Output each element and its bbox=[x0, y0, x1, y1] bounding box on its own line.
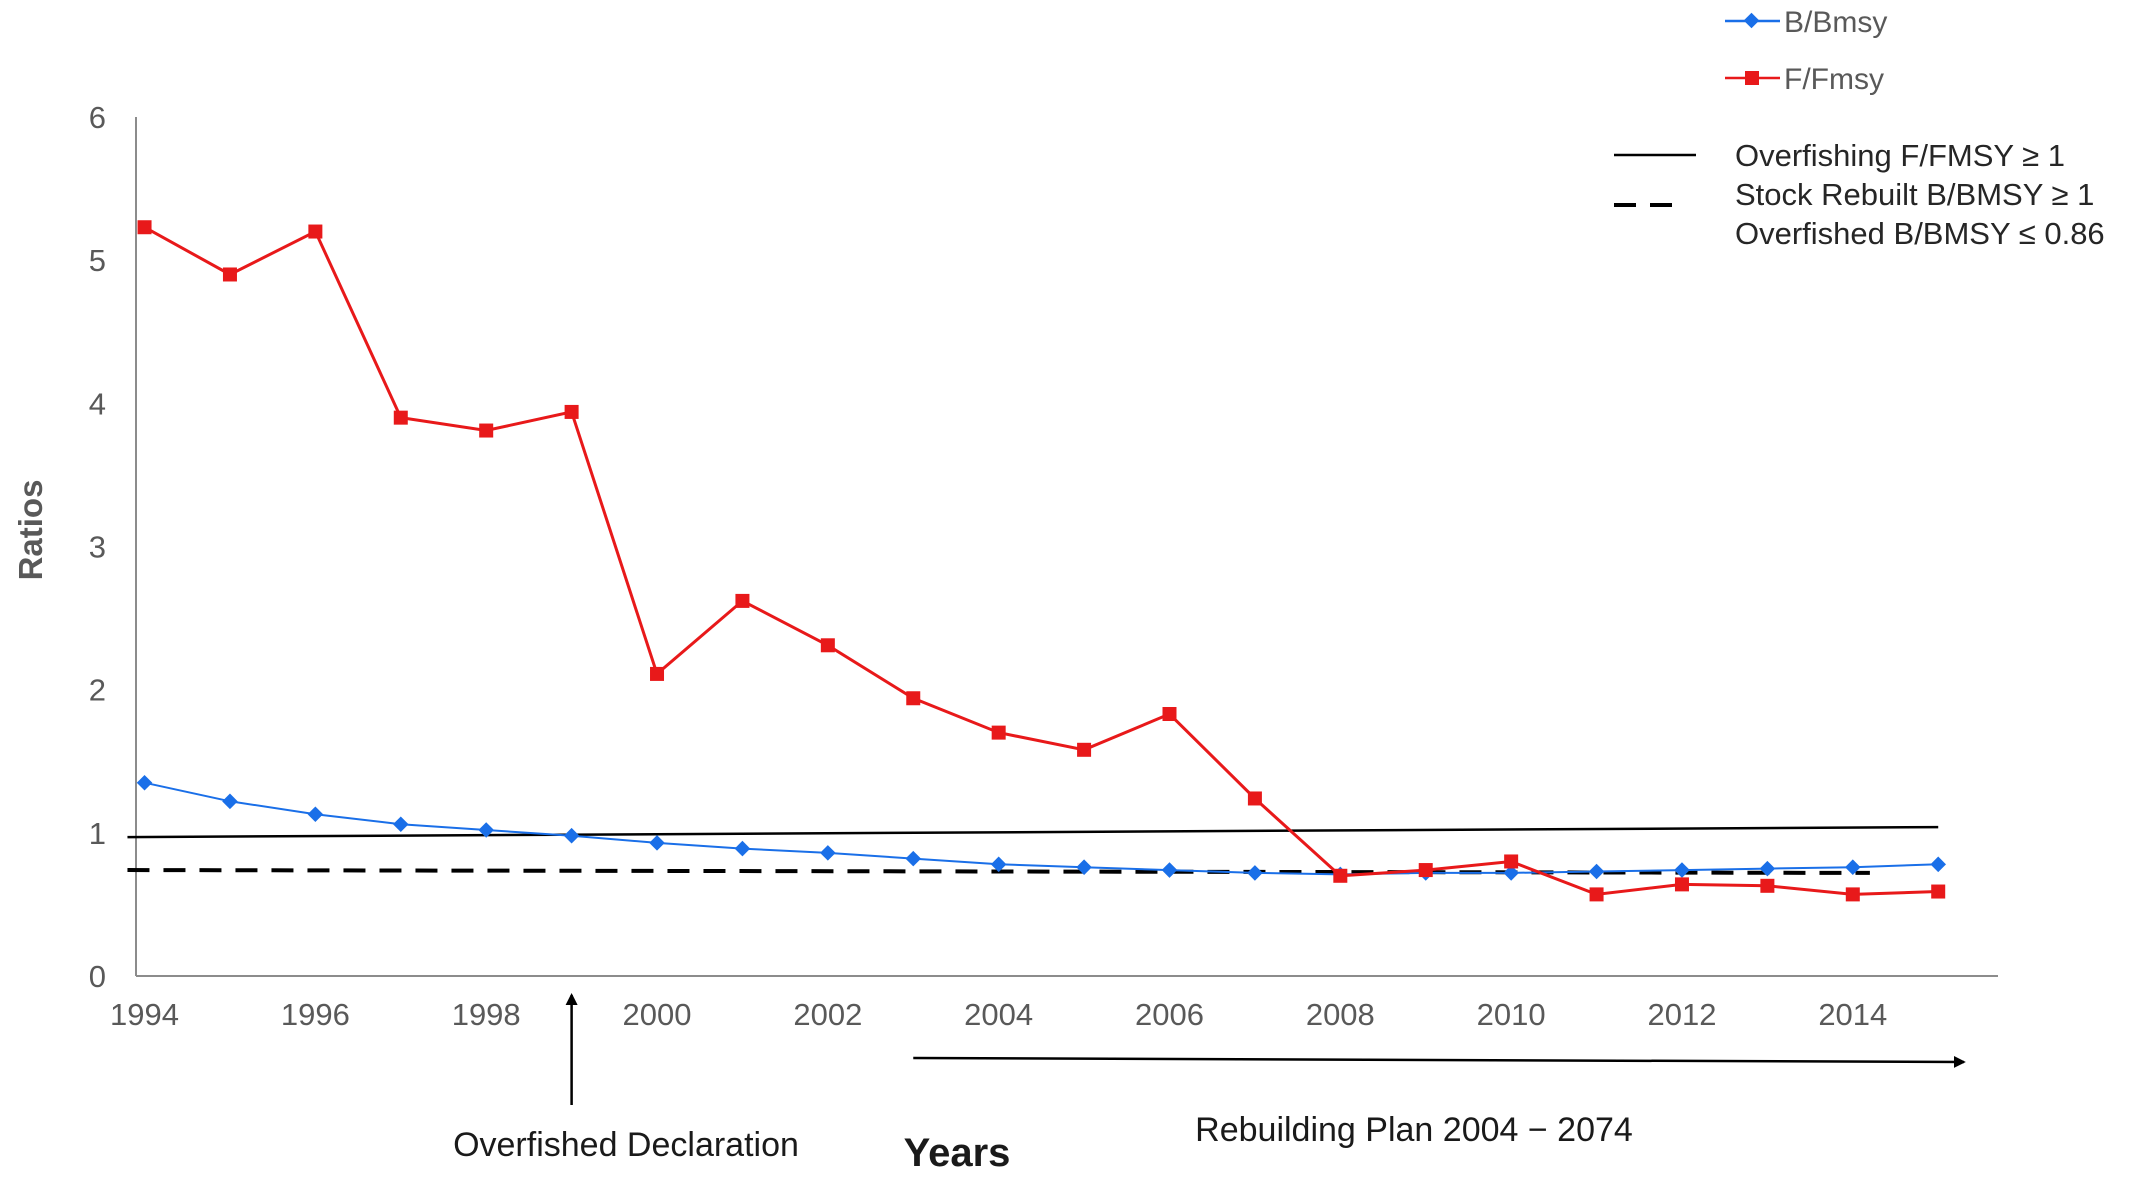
y-axis-title: Ratios bbox=[12, 480, 49, 581]
x-tick-label: 2012 bbox=[1647, 997, 1716, 1032]
data-point-bbmsy bbox=[1930, 856, 1946, 873]
data-point-bbmsy bbox=[1845, 859, 1861, 875]
data-point-ffmsy bbox=[1077, 742, 1092, 757]
data-point-ffmsy bbox=[1504, 854, 1519, 869]
data-point-bbmsy bbox=[222, 793, 238, 810]
series-line-bbmsy bbox=[144, 781, 1939, 876]
data-point-bbmsy bbox=[1503, 865, 1519, 881]
x-tick-label: 1998 bbox=[452, 997, 521, 1032]
y-tick-labels: 0 1 2 3 4 5 6 bbox=[89, 100, 106, 994]
data-point-bbmsy bbox=[1759, 860, 1776, 877]
data-point-bbmsy bbox=[1588, 863, 1605, 880]
data-point-ffmsy bbox=[1333, 868, 1348, 883]
data-point-bbmsy bbox=[1161, 862, 1178, 878]
data-point-ffmsy bbox=[479, 423, 494, 438]
legend-bbmsy-marker bbox=[1743, 12, 1760, 29]
legend-ffmsy-marker bbox=[1745, 71, 1759, 85]
data-point-ffmsy bbox=[308, 224, 323, 239]
data-point-ffmsy bbox=[650, 666, 665, 681]
x-tick-label: 1994 bbox=[110, 997, 179, 1032]
rebuilding-plan-annotation: Rebuilding Plan 2004 − 2074 bbox=[913, 1055, 1966, 1149]
data-point-bbmsy bbox=[307, 806, 324, 822]
data-point-bbmsy bbox=[734, 840, 751, 857]
x-tick-label: 2004 bbox=[964, 997, 1033, 1032]
y-tick-label: 1 bbox=[89, 816, 106, 851]
rebuilding-plan-label: Rebuilding Plan 2004 − 2074 bbox=[1195, 1111, 1633, 1149]
data-point-ffmsy bbox=[1845, 887, 1860, 902]
y-tick-label: 2 bbox=[89, 673, 106, 708]
data-point-bbmsy bbox=[1247, 865, 1263, 881]
data-point-bbmsy bbox=[1674, 862, 1690, 878]
data-point-ffmsy bbox=[906, 691, 921, 706]
overfished-declaration-annotation: Overfished Declaration bbox=[453, 993, 799, 1164]
legend-overfishing-label: Overfishing F/FMSY ≥ 1 bbox=[1735, 138, 2065, 173]
data-point-ffmsy bbox=[991, 725, 1006, 740]
data-point-bbmsy bbox=[820, 845, 836, 861]
legend-item-stock-rebuilt: Stock Rebuilt B/BMSY ≥ 1 bbox=[1614, 177, 2094, 212]
x-tick-label: 2014 bbox=[1818, 997, 1887, 1032]
y-tick-label: 4 bbox=[89, 386, 106, 421]
legend-item-ffmsy: F/Fmsy bbox=[1725, 63, 1884, 96]
legend-bbmsy-label: B/Bmsy bbox=[1784, 6, 1887, 39]
data-point-bbmsy bbox=[990, 856, 1007, 873]
data-point-ffmsy bbox=[1931, 884, 1946, 899]
data-point-ffmsy bbox=[564, 404, 579, 419]
data-point-bbmsy bbox=[136, 774, 153, 791]
legend-overfished-label: Overfished B/BMSY ≤ 0.86 bbox=[1735, 216, 2105, 251]
rebuilding-plan-arrow bbox=[913, 1055, 1966, 1068]
legend-item-overfishing: Overfishing F/FMSY ≥ 1 bbox=[1614, 138, 2065, 173]
data-point-ffmsy bbox=[1589, 887, 1604, 902]
data-point-ffmsy bbox=[393, 410, 408, 425]
data-point-ffmsy bbox=[1162, 707, 1177, 722]
data-point-ffmsy bbox=[820, 638, 835, 653]
data-point-bbmsy bbox=[393, 816, 409, 833]
overfished-declaration-label: Overfished Declaration bbox=[453, 1126, 799, 1164]
y-tick-label: 6 bbox=[89, 100, 106, 135]
x-tick-label: 2010 bbox=[1477, 997, 1546, 1032]
data-point-ffmsy bbox=[1760, 878, 1775, 893]
x-tick-label: 2008 bbox=[1306, 997, 1375, 1032]
series-layer bbox=[136, 220, 1946, 902]
legend-stock-rebuilt-label: Stock Rebuilt B/BMSY ≥ 1 bbox=[1735, 177, 2094, 212]
x-axis-title: Years bbox=[904, 1131, 1011, 1175]
legend-item-overfished: Overfished B/BMSY ≤ 0.86 bbox=[1735, 216, 2105, 251]
data-point-bbmsy bbox=[649, 835, 665, 851]
data-point-bbmsy bbox=[563, 827, 580, 844]
x-tick-labels: 1994 1996 1998 2000 2002 2004 2006 2008 2010 2012… bbox=[110, 997, 1887, 1032]
data-point-ffmsy bbox=[222, 267, 237, 282]
data-point-bbmsy bbox=[1076, 859, 1092, 875]
y-tick-label: 0 bbox=[89, 959, 106, 994]
legend: B/Bmsy F/Fmsy Overfishing F/FMSY ≥ 1 Sto… bbox=[1614, 6, 2105, 251]
overfishing-reference-line bbox=[127, 825, 1939, 839]
x-tick-label: 2002 bbox=[793, 997, 862, 1032]
x-tick-label: 1996 bbox=[281, 997, 350, 1032]
legend-ffmsy-label: F/Fmsy bbox=[1784, 63, 1884, 96]
y-tick-label: 5 bbox=[89, 243, 106, 278]
data-point-ffmsy bbox=[1418, 863, 1433, 878]
data-point-ffmsy bbox=[137, 220, 152, 235]
series-line-ffmsy bbox=[143, 225, 1939, 896]
data-point-ffmsy bbox=[1247, 791, 1262, 806]
data-point-bbmsy bbox=[905, 850, 922, 867]
y-tick-label: 3 bbox=[89, 530, 106, 565]
legend-item-bbmsy: B/Bmsy bbox=[1725, 6, 1887, 39]
x-tick-label: 2006 bbox=[1135, 997, 1204, 1032]
data-point-ffmsy bbox=[1674, 877, 1689, 892]
data-point-ffmsy bbox=[735, 593, 750, 608]
x-tick-label: 2000 bbox=[623, 997, 692, 1032]
